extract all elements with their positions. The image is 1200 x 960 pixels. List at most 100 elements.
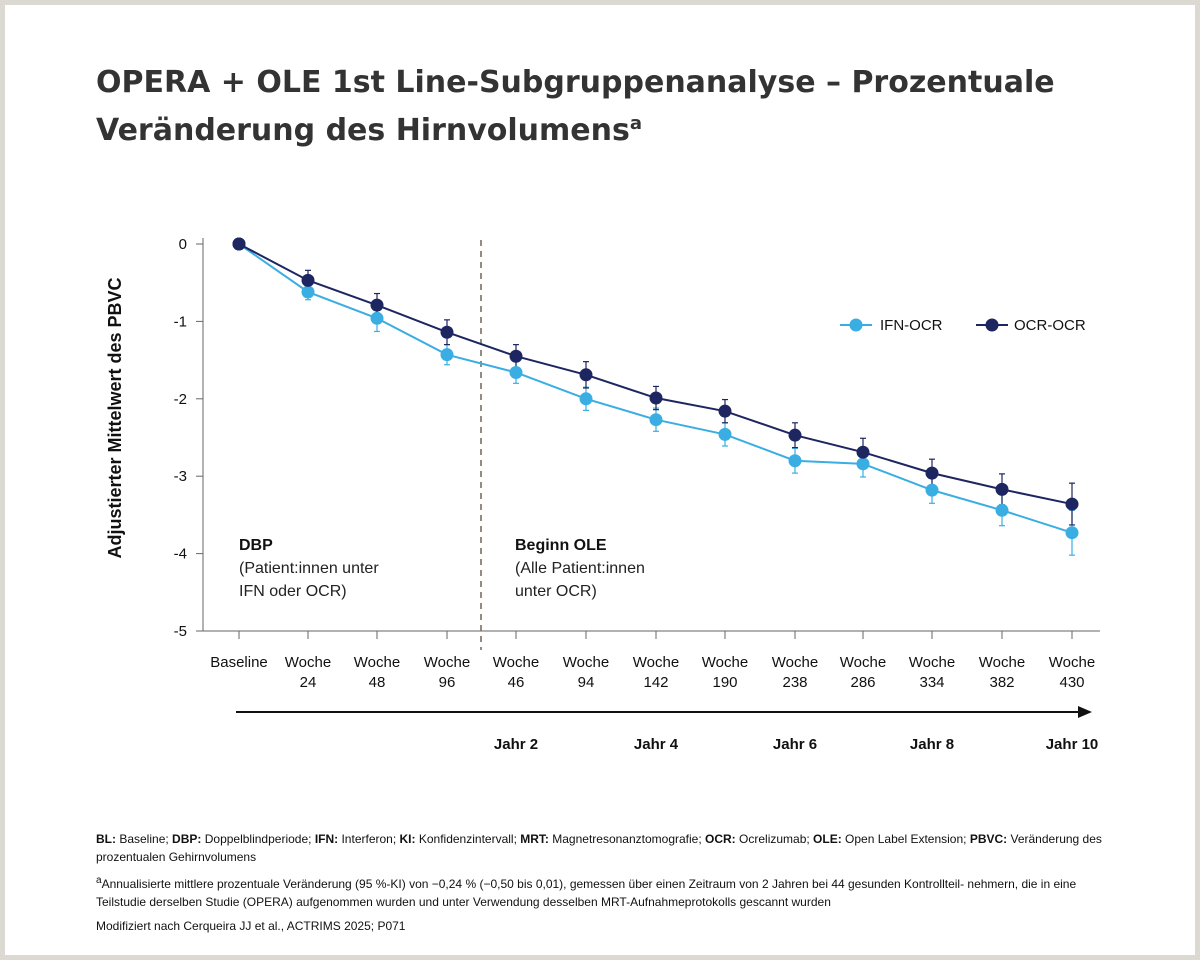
data-point-ocr-ocr bbox=[440, 325, 454, 339]
y-axis-label: Adjustierter Mittelwert des PBVC bbox=[105, 277, 125, 558]
abbr-definition: Veränderung des prozentualen Gehirnvolum… bbox=[96, 832, 1102, 864]
abbr-term: BL: bbox=[96, 832, 116, 846]
x-tick-label: 382 bbox=[989, 674, 1014, 691]
data-point-ocr-ocr bbox=[649, 391, 663, 405]
footnote-a-marker: a bbox=[96, 875, 102, 886]
abbr-definition: Ocrelizumab; bbox=[735, 832, 814, 846]
page-title: OPERA + OLE 1st Line-Subgruppenanalyse –… bbox=[96, 62, 1096, 151]
data-point-ocr-ocr bbox=[925, 466, 939, 480]
abbr-definition: Open Label Extension; bbox=[841, 832, 970, 846]
abbr-definition: Baseline; bbox=[116, 832, 173, 846]
x-tick-label: Woche bbox=[702, 654, 748, 671]
x-tick-label: Woche bbox=[840, 654, 886, 671]
footnotes: BL: Baseline; DBP: Doppelblindperiode; I… bbox=[96, 830, 1106, 941]
x-tick-label: 286 bbox=[850, 674, 875, 691]
legend-marker-ocr-ocr bbox=[985, 318, 999, 332]
series-line-ocr-ocr bbox=[238, 243, 1073, 506]
data-point-ocr-ocr bbox=[1065, 497, 1079, 511]
data-point-ocr-ocr bbox=[856, 445, 870, 459]
data-point-ifn-ocr bbox=[995, 503, 1009, 517]
legend-label-ocr-ocr: OCR-OCR bbox=[1014, 317, 1086, 334]
ole-annotation-line: (Alle Patient:innen bbox=[515, 560, 645, 577]
abbr-term: IFN: bbox=[314, 832, 339, 846]
abbreviations: BL: Baseline; DBP: Doppelblindperiode; I… bbox=[96, 830, 1106, 866]
data-point-ifn-ocr bbox=[856, 457, 870, 471]
x-tick-label: Woche bbox=[979, 654, 1025, 671]
x-tick-label: 238 bbox=[782, 674, 807, 691]
data-point-ifn-ocr bbox=[925, 483, 939, 497]
x-tick-label: Woche bbox=[772, 654, 818, 671]
data-point-baseline bbox=[232, 237, 246, 251]
data-point-ocr-ocr bbox=[301, 273, 315, 287]
y-tick-label: 0 bbox=[179, 236, 187, 253]
dbp-annotation-title: DBP bbox=[239, 537, 273, 554]
year-label: Jahr 2 bbox=[494, 736, 538, 753]
data-point-ocr-ocr bbox=[370, 298, 384, 312]
title-superscript: a bbox=[629, 113, 643, 134]
title-line-1: OPERA + OLE 1st Line-Subgruppenanalyse –… bbox=[96, 65, 1055, 100]
x-tick-label: 190 bbox=[712, 674, 737, 691]
footnote-a-text: Annualisierte mittlere prozentuale Verän… bbox=[96, 877, 1077, 909]
data-point-ocr-ocr bbox=[788, 428, 802, 442]
x-tick-label: Woche bbox=[493, 654, 539, 671]
abbr-term: DBP: bbox=[172, 832, 202, 846]
y-tick-label: -2 bbox=[174, 391, 187, 408]
legend-marker-ifn-ocr bbox=[849, 318, 863, 332]
footnote-a: aAnnualisierte mittlere prozentuale Verä… bbox=[96, 872, 1106, 911]
abbr-term: MRT: bbox=[520, 832, 549, 846]
y-tick-label: -3 bbox=[174, 468, 187, 485]
data-point-ifn-ocr bbox=[1065, 526, 1079, 540]
time-arrow-head bbox=[1078, 706, 1092, 718]
data-point-ifn-ocr bbox=[509, 365, 523, 379]
abbr-definition: Magnetresonanztomografie; bbox=[548, 832, 706, 846]
year-label: Jahr 6 bbox=[773, 736, 817, 753]
ole-annotation-line: unter OCR) bbox=[515, 583, 597, 600]
x-tick-label: 24 bbox=[300, 674, 317, 691]
source-note: Modifiziert nach Cerqueira JJ et al., AC… bbox=[96, 919, 406, 933]
data-point-ifn-ocr bbox=[649, 413, 663, 427]
data-point-ifn-ocr bbox=[370, 311, 384, 325]
x-tick-label: Woche bbox=[563, 654, 609, 671]
data-point-ifn-ocr bbox=[718, 427, 732, 441]
data-point-ocr-ocr bbox=[509, 349, 523, 363]
x-tick-label: 94 bbox=[578, 674, 595, 691]
title-line-2: Veränderung des Hirnvolumens bbox=[96, 113, 630, 148]
y-tick-label: -5 bbox=[174, 623, 187, 640]
x-tick-label: 430 bbox=[1059, 674, 1084, 691]
pbvc-line-chart: 0 -1 -2 -3 -4 -5 Adjustierter Mittelwert des P… bbox=[105, 236, 1100, 753]
data-point-ifn-ocr bbox=[579, 392, 593, 406]
ole-annotation-title: Beginn OLE bbox=[515, 537, 607, 554]
data-point-ifn-ocr bbox=[440, 348, 454, 362]
data-point-ifn-ocr bbox=[301, 285, 315, 299]
x-tick-label: 46 bbox=[508, 674, 525, 691]
y-tick-label: -4 bbox=[174, 546, 187, 563]
dbp-annotation-line: IFN oder OCR) bbox=[239, 583, 347, 600]
abbr-definition: Doppelblindperiode; bbox=[201, 832, 315, 846]
data-point-ocr-ocr bbox=[579, 368, 593, 382]
y-tick-label: -1 bbox=[174, 313, 187, 330]
x-tick-label: Baseline bbox=[210, 654, 268, 671]
legend-label-ifn-ocr: IFN-OCR bbox=[880, 317, 943, 334]
x-tick-label: Woche bbox=[909, 654, 955, 671]
data-point-ifn-ocr bbox=[788, 454, 802, 468]
x-tick-label: 96 bbox=[439, 674, 456, 691]
x-tick-label: 142 bbox=[643, 674, 668, 691]
year-label: Jahr 4 bbox=[634, 736, 679, 753]
data-point-ocr-ocr bbox=[995, 482, 1009, 496]
year-label: Jahr 8 bbox=[910, 736, 954, 753]
dbp-annotation-line: (Patient:innen unter bbox=[239, 560, 379, 577]
x-tick-label: 48 bbox=[369, 674, 386, 691]
x-tick-label: Woche bbox=[424, 654, 470, 671]
x-tick-label: Woche bbox=[285, 654, 331, 671]
x-tick-label: Woche bbox=[633, 654, 679, 671]
x-tick-label: 334 bbox=[919, 674, 944, 691]
abbr-term: KI: bbox=[399, 832, 416, 846]
abbr-definition: Interferon; bbox=[338, 832, 400, 846]
abbr-term: OLE: bbox=[813, 832, 842, 846]
data-point-ocr-ocr bbox=[718, 404, 732, 418]
abbr-definition: Konfidenzintervall; bbox=[415, 832, 521, 846]
year-label: Jahr 10 bbox=[1046, 736, 1099, 753]
x-tick-label: Woche bbox=[1049, 654, 1095, 671]
abbr-term: PBVC: bbox=[969, 832, 1008, 846]
x-tick-label: Woche bbox=[354, 654, 400, 671]
